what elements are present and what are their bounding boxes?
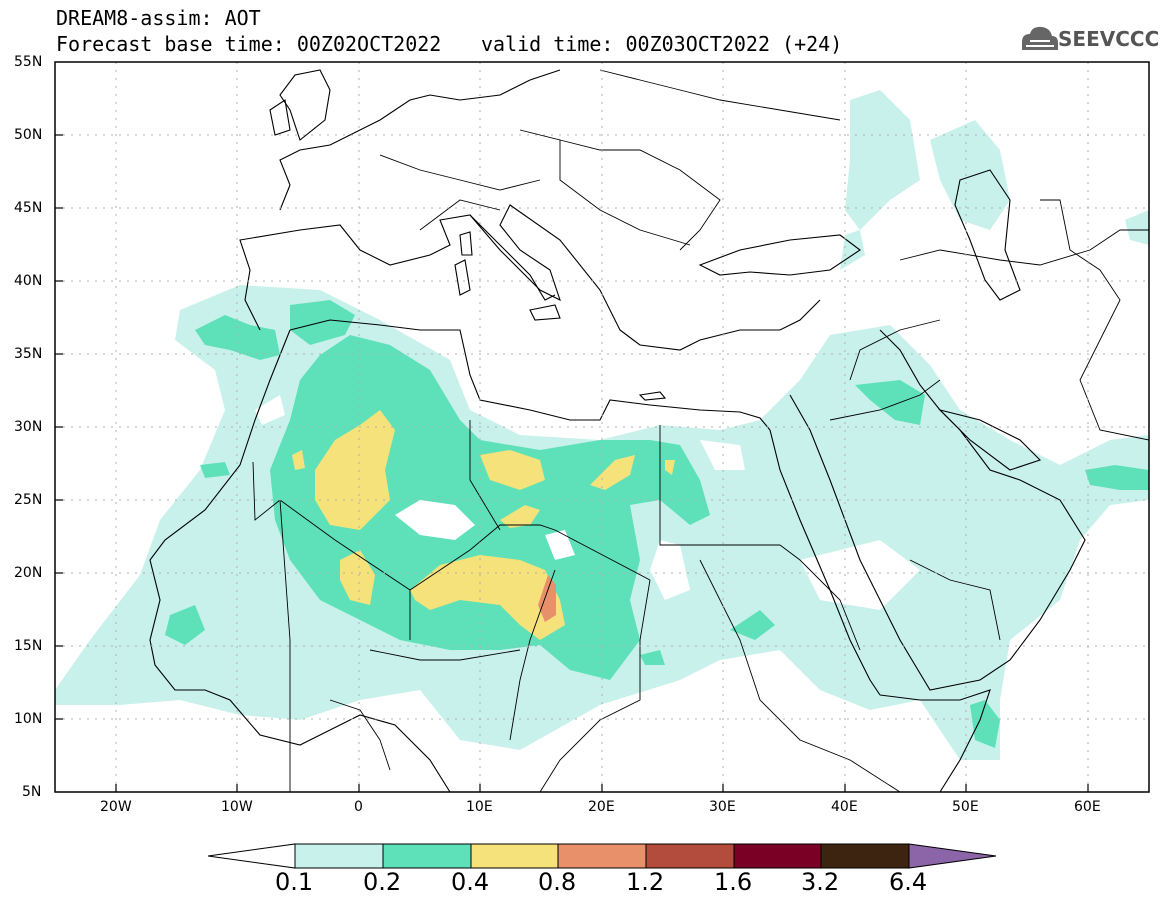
valid-time: valid time: 00Z03OCT2022 (+24) [481,32,843,56]
lat-label: 10N [14,711,43,727]
lat-label: 50N [14,127,43,143]
colorbar-swatch-1.2 [645,843,735,869]
lon-label: 20W [100,799,132,815]
country-borders [252,69,1150,793]
lon-label: 50E [952,799,979,815]
colorbar-swatch-0.1 [294,843,384,869]
lat-label: 45N [14,200,43,216]
map-title: DREAM8-assim: AOT [56,6,261,30]
lat-label: 30N [14,419,43,435]
cloud-icon [1022,26,1058,50]
colorbar-label: 0.2 [363,868,402,896]
aot-band-0.8 [538,575,556,622]
lon-label: 0 [354,799,363,815]
seevccc-logo: SEEVCCC [1058,27,1160,51]
lon-label: 30E [709,799,736,815]
tick-marks [55,134,1089,792]
lat-label: 25N [14,492,43,508]
forecast-base-time: Forecast base time: 00Z02OCT2022 [56,32,442,56]
colorbar-high-extension [908,843,997,869]
colorbar-swatch-0.2 [382,843,472,869]
coastlines [149,69,1086,793]
colorbar-label: 6.4 [889,868,928,896]
colorbar-low-extension [207,843,296,869]
colorbar-label: 3.2 [801,868,840,896]
lat-label: 40N [14,273,43,289]
colorbar-label: 0.8 [538,868,577,896]
colorbar [207,843,997,869]
colorbar-label: 0.1 [275,868,314,896]
lon-label: 10E [466,799,493,815]
lat-label: 5N [22,784,42,800]
lon-label: 60E [1074,799,1101,815]
colorbar-swatch-0.8 [557,843,647,869]
lat-label: 55N [14,54,43,70]
lon-label: 20E [588,799,615,815]
lon-label: 10W [221,799,253,815]
colorbar-label: 1.6 [714,868,753,896]
lat-label: 15N [14,638,43,654]
colorbar-swatch-0.4 [470,843,559,869]
grid-lines [55,62,1149,792]
colorbar-swatch-3.2 [820,843,910,869]
colorbar-label: 1.2 [626,868,665,896]
aot-low-holes [255,395,920,610]
lon-label: 40E [831,799,858,815]
lat-label: 35N [14,346,43,362]
colorbar-swatch-1.6 [733,843,822,869]
colorbar-label: 0.4 [451,868,490,896]
lat-label: 20N [14,565,43,581]
